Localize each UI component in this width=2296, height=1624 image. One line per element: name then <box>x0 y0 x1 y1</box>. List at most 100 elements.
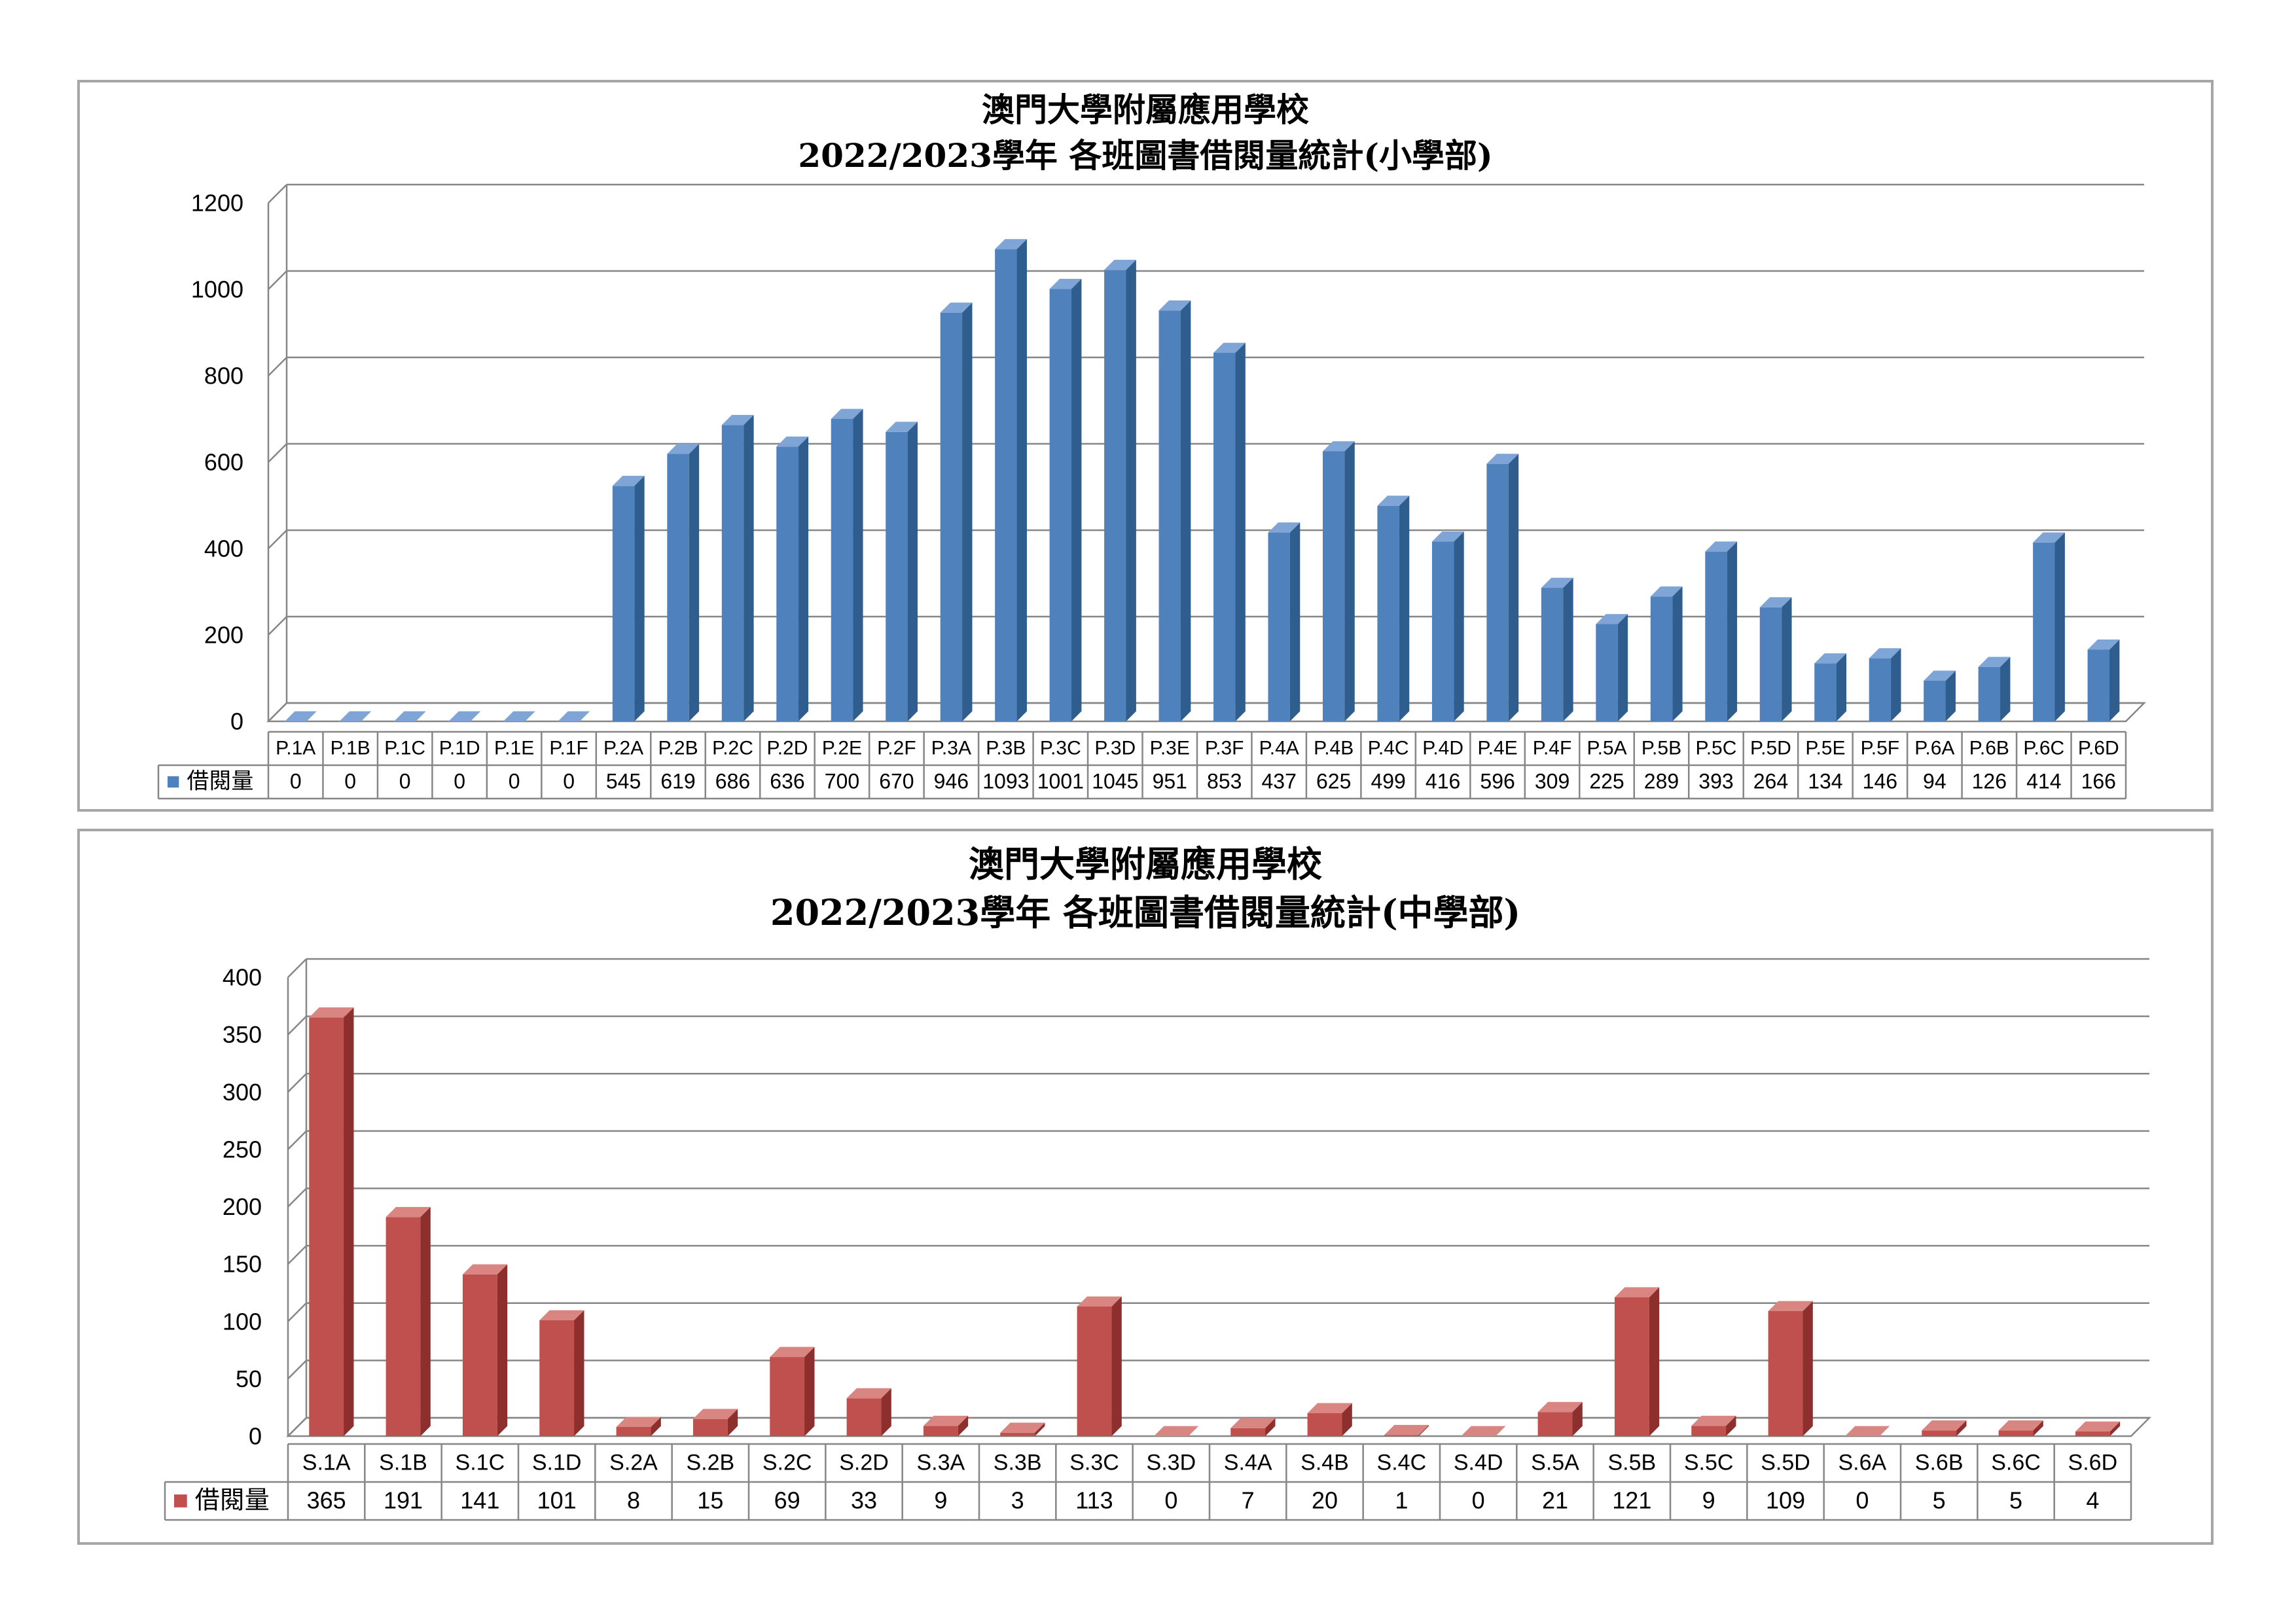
bar-top <box>886 422 918 432</box>
bar <box>940 302 973 721</box>
bar-top <box>612 475 645 486</box>
bar-top <box>1213 342 1246 353</box>
bar-front <box>1307 1413 1342 1436</box>
x-tick-label: S.6C <box>1991 1450 2041 1475</box>
bar-top <box>1768 1301 1813 1311</box>
bar-side <box>2054 532 2065 721</box>
bar <box>1768 1301 1813 1436</box>
bar-top <box>1377 496 1410 506</box>
bar-side <box>689 444 700 721</box>
x-tick-label: S.4D <box>1454 1450 1503 1475</box>
bar-top <box>1922 1420 1967 1431</box>
bar-top <box>995 239 1027 249</box>
gridline-depth <box>268 184 287 204</box>
bar-front <box>386 1217 421 1436</box>
x-tick-label: P.4C <box>1368 738 1409 759</box>
x-tick-label: P.3A <box>931 738 971 759</box>
gridline-depth <box>268 357 287 376</box>
data-label: 1093 <box>982 770 1029 793</box>
bar-front <box>721 425 744 721</box>
bar-top <box>1759 597 1792 607</box>
bar-front <box>309 1017 344 1436</box>
data-label: 94 <box>1923 770 1946 793</box>
data-label: 0 <box>1164 1487 1177 1514</box>
bar <box>616 1416 661 1436</box>
x-tick-label: P.1C <box>384 738 425 759</box>
bar-top <box>1077 1296 1122 1307</box>
bar-front <box>846 1398 882 1436</box>
chart-title-secondary: 澳門大學附屬應用學校 <box>969 843 1322 885</box>
data-label: 113 <box>1075 1487 1113 1514</box>
bar-front <box>1077 1306 1112 1436</box>
bar <box>612 475 645 721</box>
x-tick-label: P.6A <box>1914 738 1954 759</box>
bar-top <box>923 1415 969 1426</box>
bar-side <box>1454 532 1464 721</box>
bar-front <box>1213 353 1236 721</box>
bar-front <box>1998 1430 2034 1436</box>
bar <box>1049 278 1082 722</box>
x-tick-label: P.4D <box>1422 738 1463 759</box>
bar-top <box>846 1388 891 1399</box>
x-tick-label: P.5C <box>1696 738 1737 759</box>
bar-side <box>1344 441 1355 721</box>
legend-label: 借閱量 <box>195 1487 270 1515</box>
x-tick-label: P.1F <box>549 738 588 759</box>
bar-top <box>309 1007 354 1018</box>
bar <box>1000 1422 1045 1436</box>
bar-side <box>1803 1301 1813 1436</box>
data-label: 670 <box>879 770 914 793</box>
bar-front <box>616 1426 651 1436</box>
y-tick-label: 200 <box>223 1193 262 1220</box>
bar-top <box>1978 657 2011 667</box>
x-tick-label: S.2A <box>609 1450 658 1475</box>
data-label: 951 <box>1153 770 1187 793</box>
bar <box>1814 653 1847 721</box>
data-label: 853 <box>1207 770 1242 793</box>
bar <box>558 711 590 721</box>
y-tick-label: 1200 <box>191 190 243 217</box>
bar <box>2087 640 2120 721</box>
x-tick-label: S.4B <box>1300 1450 1349 1475</box>
bar-front <box>1768 1310 1803 1436</box>
bar-front <box>1814 663 1837 721</box>
data-label: 134 <box>1808 770 1842 793</box>
bar-front <box>612 486 635 721</box>
x-tick-label: P.2C <box>712 738 753 759</box>
bar-side <box>344 1007 354 1436</box>
bar-front <box>539 1320 575 1436</box>
bar-side <box>2109 640 2120 721</box>
bar-side <box>1945 670 1956 721</box>
bar <box>339 711 372 721</box>
data-label: 225 <box>1589 770 1624 793</box>
data-label: 141 <box>460 1487 499 1514</box>
data-label: 393 <box>1698 770 1733 793</box>
x-tick-label: P.3F <box>1205 738 1244 759</box>
y-tick-label: 350 <box>223 1021 262 1048</box>
y-tick-label: 600 <box>204 449 243 476</box>
bar-front <box>2087 649 2109 721</box>
bar-side <box>1649 1287 1660 1436</box>
bar-top <box>393 711 426 721</box>
bar-top <box>1998 1420 2043 1431</box>
data-label: 1001 <box>1037 770 1084 793</box>
y-tick-label: 0 <box>249 1423 262 1450</box>
bar-front <box>1614 1297 1649 1436</box>
data-label: 437 <box>1262 770 1297 793</box>
bar <box>1431 532 1464 721</box>
bar-side <box>853 408 863 721</box>
legend-swatch <box>174 1494 187 1507</box>
bar-front <box>1922 1430 1957 1436</box>
bar-side <box>1563 577 1573 721</box>
x-tick-label: S.6A <box>1838 1450 1886 1475</box>
chart-title-primary: 澳門大學附屬應用學校 <box>982 90 1309 129</box>
x-tick-label: P.6D <box>2078 738 2119 759</box>
bar-top <box>616 1416 661 1427</box>
x-tick-label: S.5B <box>1607 1450 1656 1475</box>
bar-front <box>1268 532 1290 721</box>
x-tick-label: P.4F <box>1533 738 1572 759</box>
data-label: 9 <box>934 1487 947 1514</box>
y-tick-label: 200 <box>204 622 243 649</box>
bar-side <box>958 1415 969 1436</box>
